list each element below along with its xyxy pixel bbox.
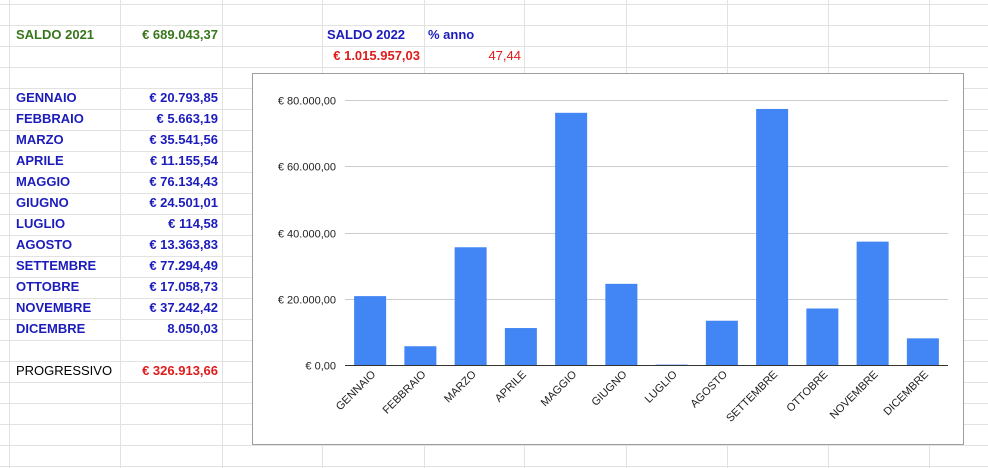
month-value[interactable]: € 24.501,01 bbox=[149, 195, 218, 210]
bar-agosto[interactable] bbox=[705, 320, 738, 365]
bar-ottobre[interactable] bbox=[806, 308, 839, 365]
saldo-2022-label[interactable]: SALDO 2022 bbox=[327, 27, 406, 42]
bar-giugno[interactable] bbox=[605, 283, 638, 365]
saldo-2021-value[interactable]: € 689.043,37 bbox=[142, 27, 218, 42]
bar-marzo[interactable] bbox=[454, 247, 487, 365]
x-tick-label: AGOSTO bbox=[688, 368, 730, 410]
x-tick-label: MARZO bbox=[442, 368, 479, 405]
bar-chart[interactable]: € 0,00 € 20.000,00 € 40.000,00 € 60.000,00 €… bbox=[252, 73, 964, 445]
anno-label[interactable]: % anno bbox=[428, 27, 475, 42]
month-value[interactable]: € 37.242,42 bbox=[149, 300, 218, 315]
x-tick-label: GIUGNO bbox=[589, 368, 629, 408]
progressivo-value[interactable]: € 326.913,66 bbox=[142, 363, 218, 378]
bar-settembre[interactable] bbox=[756, 108, 789, 365]
month-label[interactable]: MAGGIO bbox=[16, 174, 71, 189]
month-value[interactable]: € 77.294,49 bbox=[149, 258, 218, 273]
month-label[interactable]: OTTOBRE bbox=[16, 279, 80, 294]
month-value[interactable]: € 5.663,19 bbox=[156, 111, 218, 126]
saldo-2021-label[interactable]: SALDO 2021 bbox=[16, 27, 95, 42]
chart-canvas: € 0,00 € 20.000,00 € 40.000,00 € 60.000,00 €… bbox=[278, 96, 948, 425]
month-value[interactable]: € 13.363,83 bbox=[149, 237, 218, 252]
x-tick-label: LUGLIO bbox=[643, 368, 680, 405]
bar-aprile[interactable] bbox=[504, 328, 537, 365]
anno-value[interactable]: 47,44 bbox=[488, 48, 521, 63]
y-tick-label: € 80.000,00 bbox=[278, 96, 336, 108]
x-tick-label: FEBBRAIO bbox=[381, 368, 429, 416]
month-value[interactable]: € 17.058,73 bbox=[149, 279, 218, 294]
bar-febbraio[interactable] bbox=[404, 346, 437, 365]
month-label[interactable]: NOVEMBRE bbox=[16, 300, 92, 315]
month-label[interactable]: DICEMBRE bbox=[16, 321, 86, 336]
saldo-2022-value[interactable]: € 1.015.957,03 bbox=[333, 48, 420, 63]
x-tick-label: DICEMBRE bbox=[881, 369, 931, 419]
bar-dicembre[interactable] bbox=[906, 338, 939, 365]
month-value[interactable]: € 11.155,54 bbox=[150, 153, 218, 168]
month-label[interactable]: GENNAIO bbox=[16, 90, 77, 105]
month-label[interactable]: LUGLIO bbox=[16, 216, 66, 231]
month-label[interactable]: SETTEMBRE bbox=[16, 258, 97, 273]
bar-maggio[interactable] bbox=[555, 112, 588, 365]
x-tick-label: NOVEMBRE bbox=[828, 369, 881, 422]
bar-novembre[interactable] bbox=[856, 241, 889, 365]
x-tick-label: APRILE bbox=[493, 369, 529, 405]
x-tick-label: GENNAIO bbox=[334, 368, 379, 413]
month-value[interactable]: € 35.541,56 bbox=[149, 132, 218, 147]
month-label[interactable]: APRILE bbox=[16, 153, 64, 168]
month-value[interactable]: 8.050,03 bbox=[167, 321, 218, 336]
progressivo-label[interactable]: PROGRESSIVO bbox=[16, 363, 113, 378]
month-label[interactable]: FEBBRAIO bbox=[16, 111, 84, 126]
month-label[interactable]: GIUGNO bbox=[16, 195, 69, 210]
bar-gennaio[interactable] bbox=[354, 296, 387, 365]
x-tick-label: SETTEMBRE bbox=[724, 369, 780, 425]
y-tick-label: € 60.000,00 bbox=[278, 162, 336, 174]
x-tick-label: OTTOBRE bbox=[785, 369, 831, 415]
y-tick-label: € 40.000,00 bbox=[278, 229, 336, 241]
month-value[interactable]: € 76.134,43 bbox=[149, 174, 218, 189]
month-label[interactable]: AGOSTO bbox=[16, 237, 73, 252]
y-tick-label: € 0,00 bbox=[305, 361, 336, 373]
x-tick-label: MAGGIO bbox=[539, 368, 580, 409]
month-value[interactable]: € 20.793,85 bbox=[149, 90, 218, 105]
month-value[interactable]: € 114,58 bbox=[168, 216, 218, 231]
month-label[interactable]: MARZO bbox=[16, 132, 64, 147]
y-tick-label: € 20.000,00 bbox=[278, 295, 336, 307]
